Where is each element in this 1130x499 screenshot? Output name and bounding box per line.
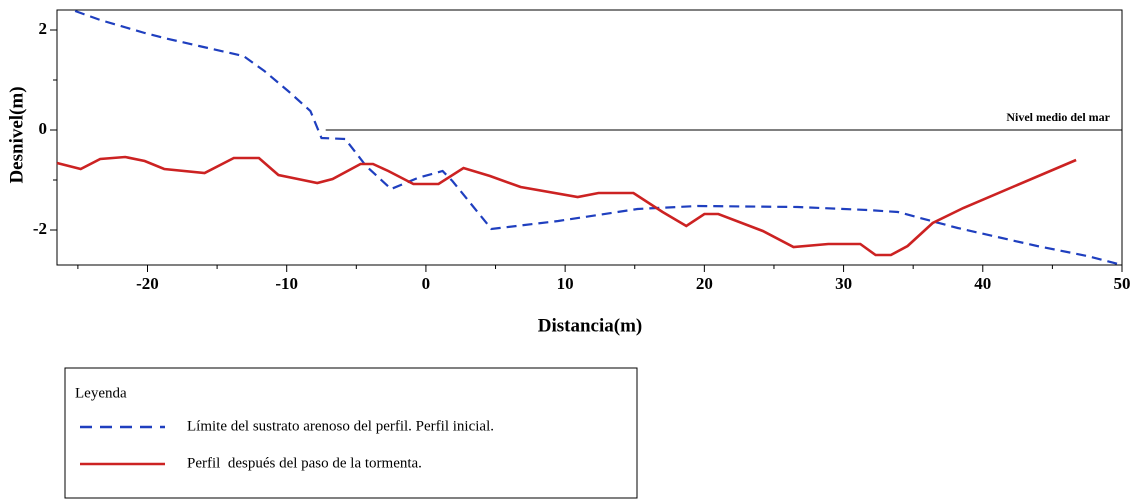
series-line bbox=[74, 9, 1123, 267]
legend-label: Límite del sustrato arenoso del perfil. … bbox=[187, 418, 494, 434]
x-axis-title: Distancia(m) bbox=[538, 315, 642, 336]
x-tick-label: -20 bbox=[136, 274, 159, 293]
y-tick-label: 2 bbox=[39, 19, 48, 38]
y-tick-label: 0 bbox=[39, 119, 48, 138]
x-tick-label: 50 bbox=[1114, 274, 1130, 293]
y-tick-label: -2 bbox=[33, 219, 47, 238]
y-axis-title: Desnivel(m) bbox=[6, 86, 27, 183]
sea-level-label: Nivel medio del mar bbox=[1006, 110, 1110, 124]
x-tick-label: 20 bbox=[696, 274, 713, 293]
x-tick-label: -10 bbox=[275, 274, 298, 293]
plot-frame bbox=[56, 9, 1123, 266]
x-tick-label: 10 bbox=[557, 274, 574, 293]
series-line bbox=[56, 155, 1077, 257]
legend-label: Perfil después del paso de la tormenta. bbox=[187, 455, 422, 471]
x-tick-label: 40 bbox=[974, 274, 991, 293]
x-tick-label: 0 bbox=[422, 274, 431, 293]
legend-box bbox=[64, 367, 638, 499]
x-tick-label: 30 bbox=[835, 274, 852, 293]
legend-title: Leyenda bbox=[75, 385, 127, 401]
